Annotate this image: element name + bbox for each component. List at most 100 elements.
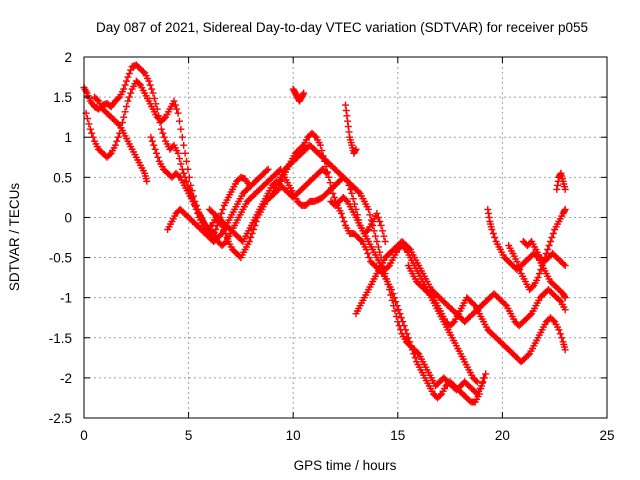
y-tick-label: -2.5: [49, 411, 72, 426]
data-point: [316, 141, 324, 149]
data-point: [387, 291, 395, 299]
x-tick-label: 5: [185, 428, 193, 443]
data-point: [114, 120, 122, 128]
y-tick-label: -0.5: [49, 251, 72, 266]
y-tick-label: -1: [60, 291, 72, 306]
data-point: [556, 330, 564, 338]
data-point: [524, 351, 532, 359]
data-point: [326, 179, 334, 187]
data-point: [123, 103, 130, 110]
data-point: [516, 266, 524, 274]
data-point: [388, 296, 396, 304]
data-point: [392, 312, 400, 320]
data-point: [127, 66, 135, 74]
data-point: [125, 93, 133, 101]
data-point: [180, 169, 188, 177]
data-point: [561, 306, 569, 314]
data-point: [392, 298, 400, 306]
y-tick-label: -1.5: [49, 331, 72, 346]
data-point: [376, 248, 384, 256]
data-point: [153, 149, 160, 157]
axis-ticks: 0 5 10 15 20 25 -2.5 -2 -1.5 -1 -0.5 0 0.5 1 1.5 2: [49, 50, 615, 443]
data-point: [413, 349, 421, 356]
data-point: [217, 231, 225, 239]
data-point: [170, 97, 178, 105]
data-point: [372, 232, 379, 240]
data-point: [159, 129, 167, 137]
data-point: [405, 244, 413, 252]
data-point: [561, 185, 569, 193]
data-point: [394, 318, 402, 326]
data-point: [176, 155, 183, 163]
data-point: [501, 300, 509, 308]
data-point: [549, 230, 557, 237]
data-point: [366, 211, 374, 219]
data-point: [171, 101, 179, 109]
data-point: [365, 254, 373, 262]
data-point: [150, 141, 158, 149]
data-point: [342, 196, 350, 204]
data-point: [513, 258, 521, 266]
y-tick-label: 0.5: [53, 170, 72, 185]
data-point: [121, 81, 129, 89]
data-point: [544, 246, 552, 253]
data-point: [478, 382, 485, 390]
data-point: [124, 73, 132, 81]
data-point: [123, 77, 130, 85]
data-point: [491, 234, 499, 241]
data-point: [146, 81, 154, 89]
data-point: [245, 238, 253, 245]
data-point: [106, 151, 114, 159]
data-point: [373, 209, 381, 217]
data-point: [150, 94, 158, 102]
data-point: [374, 213, 382, 221]
data-point: [176, 117, 183, 125]
data-point: [139, 68, 147, 76]
y-tick-label: 0: [64, 210, 72, 225]
data-point: [330, 193, 338, 201]
data-point: [174, 149, 182, 157]
data-point: [380, 232, 388, 240]
data-point: [300, 89, 308, 97]
data-point: [365, 205, 372, 213]
data-point: [127, 89, 135, 97]
data-point: [348, 189, 356, 197]
data-point: [362, 246, 370, 253]
data-point: [560, 260, 568, 268]
data-point: [545, 242, 553, 249]
data-point: [488, 226, 496, 233]
x-axis-label: GPS time / hours: [294, 458, 397, 473]
data-point: [114, 94, 122, 102]
data-point: [151, 145, 159, 153]
y-tick-label: 1.5: [53, 90, 72, 105]
data-point: [555, 326, 563, 334]
data-point: [558, 334, 566, 342]
data-point: [114, 133, 122, 141]
plot-frame: [83, 56, 608, 419]
data-point: [355, 188, 363, 196]
data-point: [177, 125, 185, 133]
data-point: [174, 109, 182, 117]
data-point: [548, 234, 556, 241]
data-point: [384, 263, 392, 271]
data-point: [157, 125, 165, 133]
data-point: [154, 153, 162, 161]
data-point: [561, 294, 569, 302]
data-point: [547, 238, 554, 245]
data-point: [84, 115, 91, 122]
data-point: [177, 160, 185, 168]
data-point: [370, 227, 378, 235]
data-point: [187, 181, 195, 189]
data-point: [89, 133, 97, 141]
data-point: [111, 141, 119, 149]
data-point: [449, 319, 457, 327]
data-point: [120, 113, 128, 121]
chart-title: Day 087 of 2021, Sidereal Day-to-day VTE…: [96, 20, 588, 35]
data-point: [514, 262, 522, 270]
data-point: [250, 226, 257, 233]
data-point: [325, 173, 333, 181]
data-point: [383, 275, 391, 283]
data-point: [183, 157, 190, 165]
data-point: [472, 377, 480, 385]
